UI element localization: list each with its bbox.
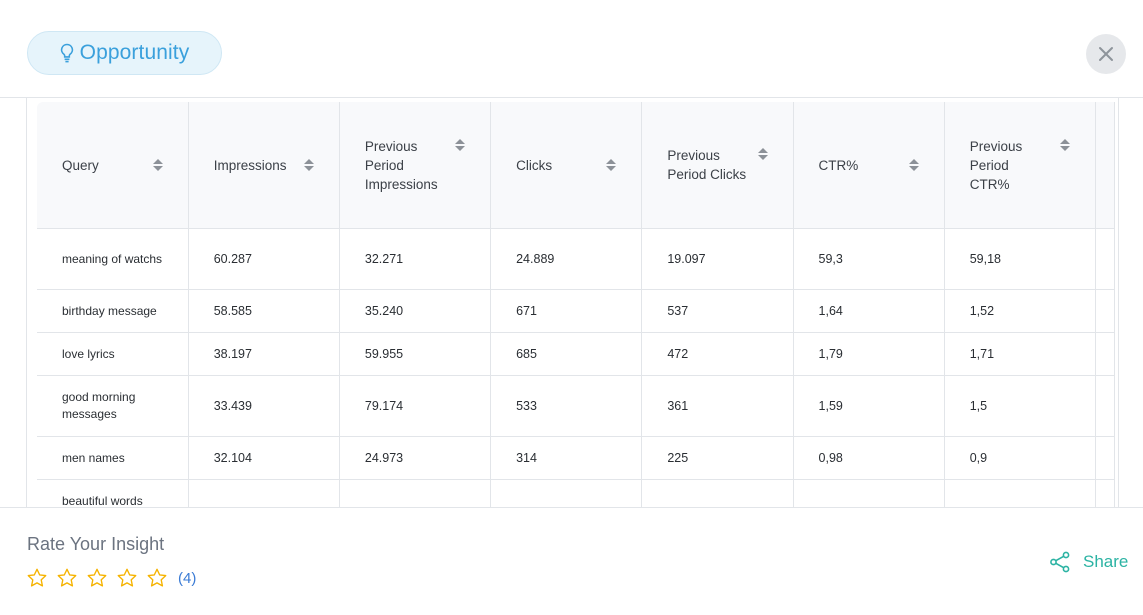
sort-icon[interactable] — [1059, 138, 1070, 151]
cell-previous-ctr: 1,52 — [944, 289, 1096, 333]
column-header-impressions[interactable]: Impressions — [188, 102, 340, 229]
cell-previous-impressions: 24.973 — [339, 436, 492, 480]
cell-query-text: beautiful words — [62, 494, 143, 507]
cell-clicks: 533 — [490, 375, 643, 437]
star-outline-icon[interactable] — [116, 567, 138, 589]
column-header-ctr[interactable]: CTR% — [793, 102, 945, 229]
query-table: Query Impressions Previous Period Impres… — [37, 102, 1116, 507]
column-header-label: CTR% — [818, 157, 859, 173]
column-header-extra — [1095, 102, 1116, 229]
cell-previous-ctr — [944, 479, 1096, 507]
star-outline-icon[interactable] — [56, 567, 78, 589]
column-header-previous-clicks[interactable]: Previous Period Clicks — [641, 102, 794, 229]
column-header-label: Impressions — [213, 157, 287, 173]
insight-footer: Rate Your Insight (4) Share — [0, 507, 1143, 615]
cell-impressions: 33.439 — [188, 375, 340, 437]
cell-query: good morning messages — [37, 375, 189, 437]
cell-ctr — [793, 479, 945, 507]
cell-extra — [1095, 228, 1116, 290]
share-button[interactable]: Share — [1049, 551, 1128, 573]
column-header-clicks[interactable]: Clicks — [490, 102, 643, 229]
cell-query: beautiful words — [37, 479, 189, 507]
sort-icon[interactable] — [606, 159, 617, 171]
column-header-query[interactable]: Query — [37, 102, 189, 229]
table-row: birthday message 58.585 35.240 671 537 1… — [37, 289, 1116, 333]
cell-ctr: 59,3 — [793, 228, 945, 290]
table-row: love lyrics 38.197 59.955 685 472 1,79 1… — [37, 332, 1116, 376]
share-icon — [1050, 551, 1070, 573]
badge-label: Opportunity — [79, 41, 190, 64]
share-label: Share — [1083, 552, 1129, 571]
cell-extra — [1095, 289, 1116, 333]
cell-previous-clicks: 537 — [641, 289, 794, 333]
cell-ctr: 1,64 — [793, 289, 945, 333]
cell-impressions: 38.197 — [188, 332, 340, 376]
cell-extra — [1095, 436, 1116, 480]
cell-impressions: 58.585 — [188, 289, 340, 333]
cell-clicks — [490, 479, 643, 507]
cell-impressions — [188, 479, 340, 507]
cell-previous-clicks: 19.097 — [641, 228, 794, 290]
cell-previous-clicks: 472 — [641, 332, 794, 376]
cell-ctr: 1,59 — [793, 375, 945, 437]
opportunity-badge: Opportunity — [27, 31, 222, 75]
cell-clicks: 24.889 — [490, 228, 643, 290]
cell-previous-ctr: 59,18 — [944, 228, 1096, 290]
cell-previous-ctr: 1,71 — [944, 332, 1096, 376]
column-header-label: Previous Period Clicks — [667, 148, 747, 182]
close-button[interactable] — [1086, 34, 1126, 74]
cell-query: birthday message — [37, 289, 189, 333]
cell-impressions: 60.287 — [188, 228, 340, 290]
column-header-label: Query — [62, 157, 99, 173]
cell-extra — [1095, 479, 1116, 507]
cell-query: meaning of watchs — [37, 228, 189, 290]
sort-icon[interactable] — [908, 159, 919, 171]
close-icon — [1099, 47, 1113, 61]
column-header-previous-impressions[interactable]: Previous Period Impressions — [339, 102, 492, 229]
cell-extra — [1095, 375, 1116, 437]
table-row: beautiful words — [37, 479, 1116, 507]
cell-previous-impressions: 35.240 — [339, 289, 492, 333]
table-row: good morning messages 33.439 79.174 533 … — [37, 375, 1116, 437]
cell-previous-impressions: 79.174 — [339, 375, 492, 437]
column-header-label: Previous Period CTR% — [969, 138, 1023, 192]
star-outline-icon[interactable] — [146, 567, 168, 589]
cell-clicks: 685 — [490, 332, 643, 376]
sort-icon[interactable] — [303, 159, 314, 171]
sort-icon[interactable] — [455, 138, 466, 151]
lightbulb-icon — [60, 43, 73, 63]
cell-previous-impressions — [339, 479, 492, 507]
column-header-label: Previous Period Impressions — [364, 138, 438, 192]
rate-label: Rate Your Insight — [27, 534, 165, 554]
cell-previous-ctr: 1,5 — [944, 375, 1096, 437]
cell-previous-impressions: 59.955 — [339, 332, 492, 376]
star-rating[interactable]: (4) — [26, 567, 196, 589]
cell-ctr: 1,79 — [793, 332, 945, 376]
cell-previous-ctr: 0,9 — [944, 436, 1096, 480]
cell-query: love lyrics — [37, 332, 189, 376]
cell-extra — [1095, 332, 1116, 376]
cell-previous-clicks — [641, 479, 794, 507]
cell-previous-clicks: 361 — [641, 375, 794, 437]
sort-icon[interactable] — [757, 148, 768, 160]
cell-previous-impressions: 32.271 — [339, 228, 492, 290]
column-header-previous-ctr[interactable]: Previous Period CTR% — [944, 102, 1096, 229]
star-outline-icon[interactable] — [86, 567, 108, 589]
cell-clicks: 671 — [490, 289, 643, 333]
cell-clicks: 314 — [490, 436, 643, 480]
table-scroll-area[interactable]: Query Impressions Previous Period Impres… — [26, 98, 1119, 507]
column-header-label: Clicks — [516, 157, 553, 173]
sort-icon[interactable] — [152, 159, 163, 171]
star-outline-icon[interactable] — [26, 567, 48, 589]
cell-query: men names — [37, 436, 189, 480]
cell-ctr: 0,98 — [793, 436, 945, 480]
table-row: meaning of watchs 60.287 32.271 24.889 1… — [37, 228, 1116, 290]
table-header-row: Query Impressions Previous Period Impres… — [37, 102, 1116, 229]
rating-count: (4) — [178, 569, 197, 587]
cell-impressions: 32.104 — [188, 436, 340, 480]
insight-header: Opportunity — [0, 0, 1143, 98]
table-row: men names 32.104 24.973 314 225 0,98 0,9 — [37, 436, 1116, 480]
cell-previous-clicks: 225 — [641, 436, 794, 480]
